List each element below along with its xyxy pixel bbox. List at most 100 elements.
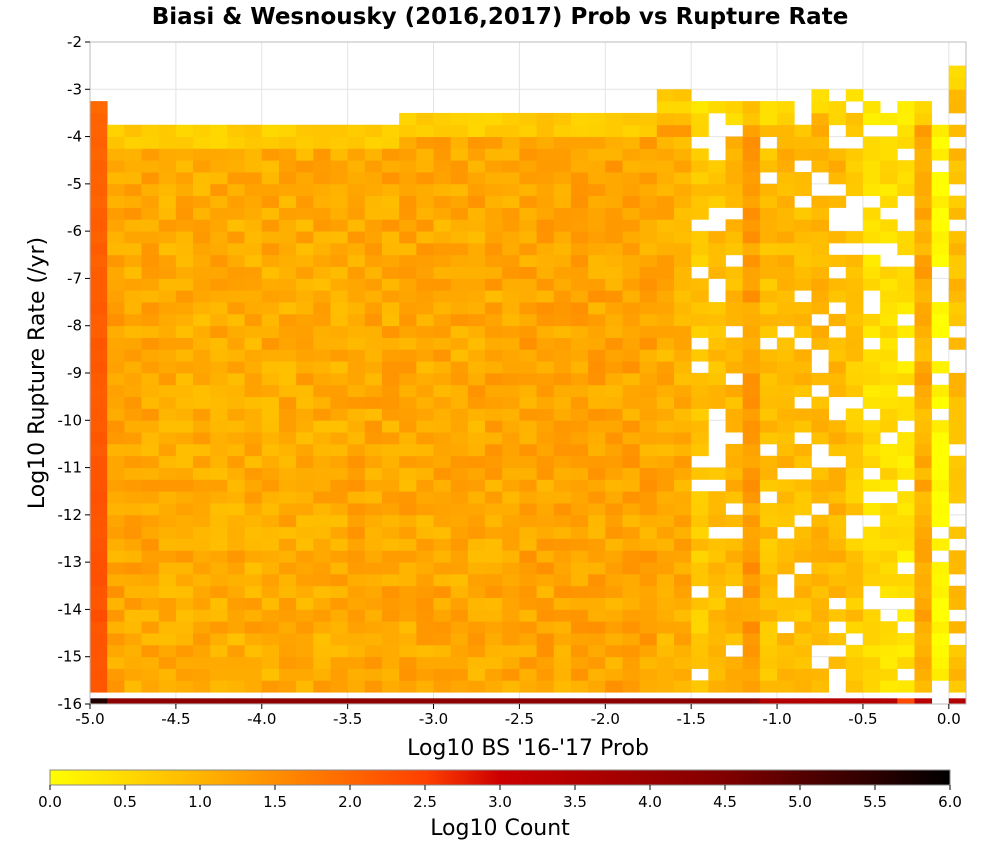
heatmap-cell <box>639 124 658 137</box>
heatmap-cell <box>141 467 160 480</box>
heatmap-cell <box>296 136 314 149</box>
heatmap-cell <box>467 656 486 669</box>
heatmap-cell <box>141 550 160 563</box>
heatmap-cell <box>107 242 125 256</box>
heatmap-cell <box>605 698 623 704</box>
heatmap-cell <box>450 349 469 362</box>
heatmap-cell <box>158 562 177 575</box>
heatmap-cell <box>570 254 589 268</box>
heatmap-cell <box>227 526 245 539</box>
heatmap-cell <box>382 242 400 256</box>
heatmap-cell <box>845 467 864 480</box>
colorbar <box>49 769 951 786</box>
heatmap-cell <box>725 136 744 149</box>
heatmap-cell <box>914 491 933 504</box>
heatmap-cell <box>124 278 142 291</box>
heatmap-cell <box>502 573 520 587</box>
heatmap-cell <box>467 172 486 185</box>
heatmap-cell <box>244 514 263 528</box>
heatmap-cell <box>210 698 228 704</box>
heatmap-cell <box>605 479 623 492</box>
heatmap-cell <box>656 609 675 622</box>
heatmap-cell <box>639 621 658 634</box>
heatmap-cell <box>227 633 245 646</box>
heatmap-cell <box>141 443 160 457</box>
heatmap-cell <box>433 373 452 386</box>
heatmap-cell <box>450 514 469 528</box>
heatmap-cell <box>605 538 623 551</box>
heatmap-cell <box>862 207 881 220</box>
heatmap-cell <box>90 644 108 658</box>
heatmap-cell <box>107 373 125 386</box>
heatmap-cell <box>107 573 125 587</box>
heatmap-cell <box>107 148 125 161</box>
heatmap-cell <box>330 302 349 315</box>
heatmap-cell <box>948 172 967 185</box>
heatmap-cell <box>811 698 829 704</box>
heatmap-cell <box>622 361 641 374</box>
heatmap-cell <box>880 290 898 303</box>
heatmap-cell <box>158 172 177 185</box>
heatmap-cell <box>914 621 933 634</box>
heatmap-cell <box>794 538 812 551</box>
heatmap-cell <box>416 337 434 350</box>
heatmap-cell <box>124 373 142 386</box>
heatmap-cell <box>347 467 366 480</box>
heatmap-cell <box>485 242 503 256</box>
heatmap-cell <box>433 254 452 268</box>
heatmap-cell <box>467 337 486 350</box>
heatmap-cell <box>210 644 228 658</box>
heatmap-cell <box>399 124 417 137</box>
heatmap-cell <box>742 231 761 244</box>
heatmap-cell <box>759 384 778 398</box>
heatmap-cell <box>553 550 572 563</box>
heatmap-cell <box>244 124 263 137</box>
heatmap-cell <box>193 361 211 374</box>
heatmap-cell <box>519 195 537 208</box>
heatmap-cell <box>450 698 469 704</box>
heatmap-cell <box>845 503 864 516</box>
heatmap-cell <box>158 349 177 362</box>
heatmap-cell <box>450 479 469 492</box>
heatmap-cell <box>313 136 331 149</box>
heatmap-cell <box>433 396 452 409</box>
heatmap-cell <box>107 668 125 681</box>
heatmap-cell <box>261 172 280 185</box>
heatmap-cell <box>742 313 761 327</box>
heatmap-cell <box>862 621 881 634</box>
heatmap-cell <box>193 585 211 599</box>
heatmap-cell <box>553 621 572 634</box>
heatmap-cell <box>519 467 537 480</box>
heatmap-cell <box>450 443 469 457</box>
heatmap-cell <box>141 479 160 492</box>
heatmap-cell <box>193 514 211 528</box>
heatmap-cell <box>502 562 520 575</box>
heatmap-cell <box>914 467 933 480</box>
heatmap-cell <box>296 420 314 433</box>
heatmap-cell <box>193 573 211 587</box>
heatmap-cell <box>158 183 177 197</box>
heatmap-cell <box>897 325 915 338</box>
heatmap-cell <box>931 432 950 445</box>
heatmap-cell <box>605 514 623 528</box>
heatmap-cell <box>570 172 589 185</box>
heatmap-cell <box>880 514 898 528</box>
heatmap-cell <box>708 585 726 599</box>
heatmap-cell <box>433 231 452 244</box>
heatmap-cell <box>639 455 658 468</box>
heatmap-cell <box>570 467 589 480</box>
heatmap-cell <box>313 290 331 303</box>
heatmap-cell <box>330 562 349 575</box>
heatmap-cell <box>399 538 417 551</box>
heatmap-cell <box>261 656 280 669</box>
heatmap-cell <box>330 633 349 646</box>
heatmap-cell <box>862 373 881 386</box>
heatmap-cell <box>777 698 795 704</box>
heatmap-cell <box>691 349 709 362</box>
heatmap-cell <box>416 231 434 244</box>
heatmap-cell <box>227 313 245 327</box>
heatmap-cell <box>382 562 400 575</box>
heatmap-cell <box>193 644 211 658</box>
heatmap-cell <box>708 101 726 114</box>
heatmap-cell <box>794 148 812 161</box>
